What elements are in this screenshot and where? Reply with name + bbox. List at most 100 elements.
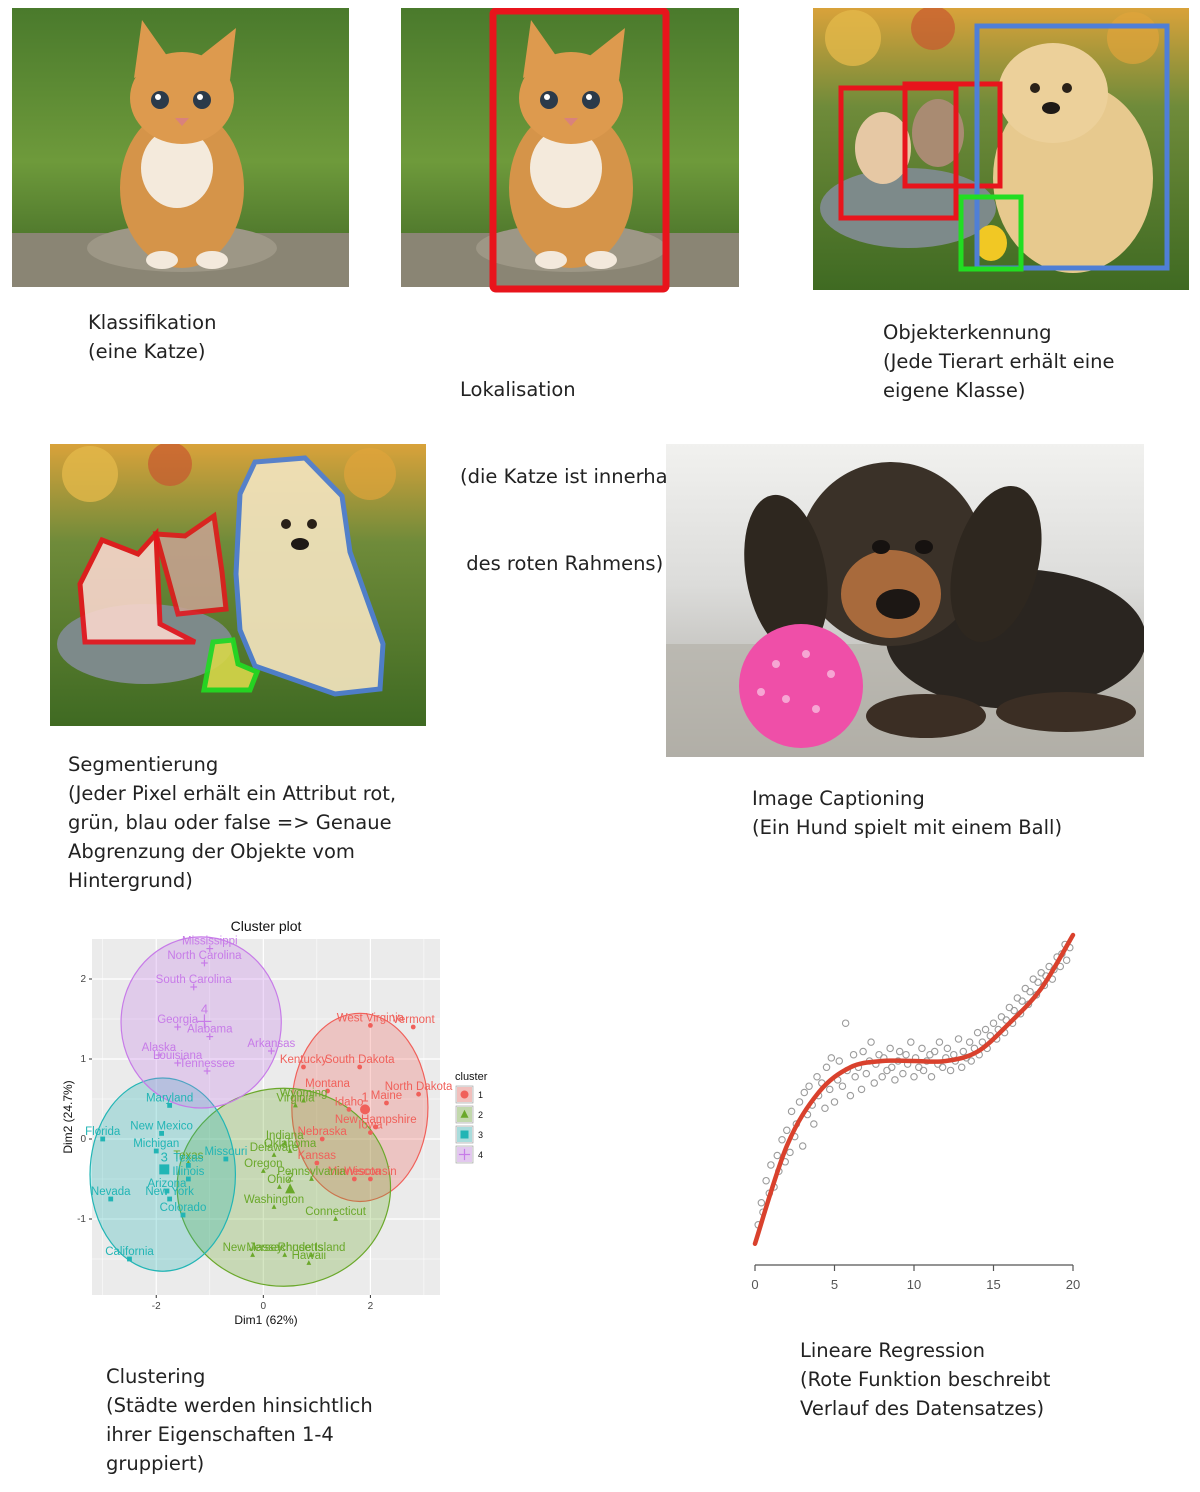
point-label: North Carolina <box>167 950 242 962</box>
data-point <box>989 1019 998 1027</box>
point-label: Massachusetts <box>246 1242 323 1254</box>
cluster-4-centroid <box>197 1014 212 1029</box>
data-point <box>878 1073 886 1081</box>
cluster-1-point <box>368 1130 373 1135</box>
point-label: Maine <box>371 1090 402 1102</box>
data-point <box>786 1148 794 1157</box>
point-label: Missouri <box>204 1146 247 1158</box>
data-point <box>957 1063 966 1072</box>
cluster-2-point <box>301 1097 306 1103</box>
x-tick-label: 5 <box>831 1277 838 1292</box>
data-point <box>1034 978 1042 986</box>
segmentation-caption: Segmentierung (Jeder Pixel erhält ein At… <box>68 750 396 895</box>
data-point <box>967 1057 975 1065</box>
point-label: Oklahoma <box>264 1138 317 1150</box>
x-axis-label: Dim1 (62%) <box>234 1313 297 1327</box>
data-point <box>902 1050 910 1059</box>
cluster-2-point <box>260 1168 266 1173</box>
cluster-4-point <box>174 1059 182 1067</box>
point-label: Michigan <box>133 1138 179 1150</box>
cluster-2-point <box>250 1252 256 1257</box>
cluster-3-point <box>108 1196 114 1202</box>
cluster-2-point <box>276 1184 282 1189</box>
legend-label: 2 <box>478 1110 483 1120</box>
data-point <box>767 1161 775 1169</box>
cluster-1-centroid <box>360 1104 371 1115</box>
caption-title: Clustering <box>106 1365 206 1388</box>
cluster-3-point <box>167 1196 173 1202</box>
point-label: Ohio <box>267 1174 291 1186</box>
data-point <box>919 1066 928 1075</box>
x-tick-label: -2 <box>152 1301 161 1312</box>
data-point <box>787 1107 796 1116</box>
cluster-1-point <box>319 1136 325 1142</box>
data-point <box>973 1028 982 1037</box>
caption-title: Lineare Regression <box>800 1339 986 1362</box>
x-tick-label: 10 <box>907 1277 921 1292</box>
caption-title: Segmentierung <box>68 753 219 776</box>
caption-text: Verlauf des Datensatzes) <box>800 1397 1045 1420</box>
point-label: New Mexico <box>130 1120 193 1132</box>
data-point <box>887 1063 896 1072</box>
legend-title: cluster <box>455 1071 488 1083</box>
data-point <box>822 1063 831 1072</box>
data-point <box>867 1038 875 1046</box>
data-point <box>978 1038 987 1046</box>
point-label: California <box>105 1246 154 1258</box>
data-point <box>1010 1006 1018 1015</box>
cluster-2-point <box>309 1252 314 1257</box>
cluster-1-point <box>368 1023 373 1028</box>
legend-label: 1 <box>478 1090 483 1100</box>
classification-caption: Klassifikation (eine Katze) <box>88 308 216 366</box>
cluster-2-point <box>282 1252 288 1257</box>
data-point <box>805 1082 813 1090</box>
legend-label: 3 <box>478 1130 483 1140</box>
legend-marker <box>460 1130 469 1139</box>
cluster-3-point <box>185 1176 191 1182</box>
cluster-3-centroid <box>159 1164 170 1175</box>
point-label: Illinois <box>172 1166 204 1178</box>
data-point <box>838 1082 847 1090</box>
cluster-1-point <box>301 1064 306 1070</box>
caption-text: eigene Klasse) <box>883 379 1026 402</box>
y-tick-label: 0 <box>80 1134 86 1145</box>
point-label: Mississippi <box>182 936 238 948</box>
cluster-3-point <box>185 1163 191 1168</box>
data-point <box>778 1136 786 1144</box>
cluster-4-point <box>155 1051 163 1059</box>
point-label: Hawaii <box>292 1250 327 1262</box>
dachshund-puppy-with-pink-ball-photo-icon <box>666 444 1144 757</box>
data-point <box>827 1054 836 1062</box>
data-point <box>846 1091 855 1100</box>
cluster-1-point <box>357 1064 363 1070</box>
cluster-4-point <box>206 1033 214 1040</box>
cluster-1-point <box>416 1091 421 1097</box>
data-point <box>859 1047 867 1056</box>
point-label: Pennsylvania <box>277 1166 346 1178</box>
cluster-2-point <box>271 1204 277 1209</box>
legend-marker <box>460 1109 469 1118</box>
caption-text: gruppiert) <box>106 1452 205 1475</box>
data-point <box>959 1047 968 1056</box>
cluster-2-point <box>333 1216 338 1221</box>
y-axis-label: Dim2 (24.7%) <box>61 1080 75 1153</box>
cluster-3-point <box>223 1156 229 1162</box>
point-label: South Carolina <box>156 974 233 986</box>
legend: cluster 1 2 3 4 <box>455 1071 488 1164</box>
caption-text: (Jede Tierart erhält eine <box>883 350 1115 373</box>
point-label: Louisiana <box>153 1050 203 1062</box>
point-label: Arkansas <box>247 1038 295 1050</box>
cluster-3-point <box>159 1131 164 1136</box>
data-point <box>930 1047 939 1056</box>
data-point <box>825 1085 834 1094</box>
data-point <box>954 1035 963 1043</box>
point-label: Wyoming <box>280 1088 328 1100</box>
data-point <box>918 1044 926 1053</box>
point-label: Arizona <box>147 1178 187 1190</box>
point-label: Connecticut <box>305 1206 367 1218</box>
cluster-2-point <box>293 1102 298 1108</box>
cluster-1-point <box>314 1160 320 1166</box>
regression-line <box>752 932 1076 1246</box>
cluster-4-point <box>267 1047 275 1055</box>
point-label: Nevada <box>91 1186 131 1198</box>
